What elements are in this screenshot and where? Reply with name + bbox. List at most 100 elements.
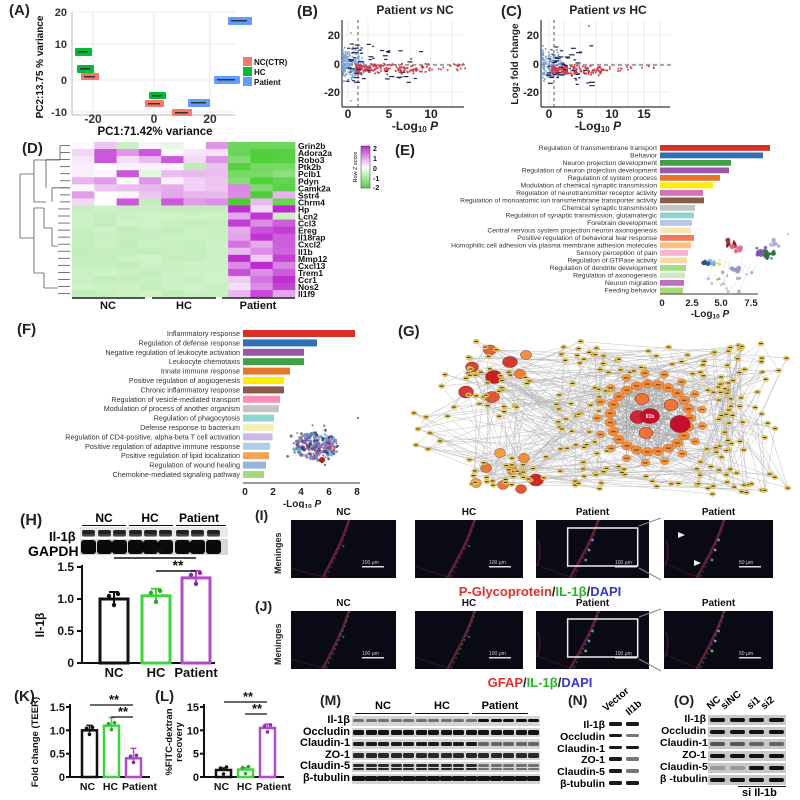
svg-text:**: ** <box>118 704 129 719</box>
svg-text:Regulation of neurotransmitter: Regulation of neurotransmitter receptor … <box>516 190 658 197</box>
svg-text:0: 0 <box>546 107 553 121</box>
svg-text:Chrm4: Chrm4 <box>298 197 325 207</box>
svg-text:10: 10 <box>55 39 67 51</box>
svg-text:2.5: 2.5 <box>685 298 699 309</box>
svg-text:Chemical synaptic transmission: Chemical synaptic transmission <box>562 205 657 212</box>
svg-text:Regulation of CD4-positive, al: Regulation of CD4-positive, alpha-beta T… <box>65 432 240 441</box>
svg-text:2: 2 <box>270 487 276 498</box>
svg-text:5: 5 <box>386 107 393 121</box>
svg-text:Neuron projection development: Neuron projection development <box>563 160 658 167</box>
svg-text:20: 20 <box>527 30 539 42</box>
svg-text:-2: -2 <box>373 185 379 192</box>
svg-text:0: 0 <box>373 166 377 173</box>
svg-text:-Log10 P: -Log10 P <box>575 119 622 135</box>
svg-text:**: ** <box>252 701 263 716</box>
svg-text:Regulation of transmembrane tr: Regulation of transmembrane transport <box>539 145 657 152</box>
svg-text:Regulation of monoatomic ion t: Regulation of monoatomic ion transmembra… <box>460 198 657 205</box>
svg-text:Patient: Patient <box>174 665 218 680</box>
svg-text:0: 0 <box>67 656 74 670</box>
svg-text:Positive regulation of lipid l: Positive regulation of lipid localizatio… <box>121 451 240 460</box>
svg-text:Innate immune response: Innate immune response <box>161 367 240 376</box>
svg-text:Behavior: Behavior <box>630 153 658 160</box>
svg-text:100 µm: 100 µm <box>489 560 506 566</box>
svg-text:Regulation of dendrite develop: Regulation of dendrite development <box>550 265 657 272</box>
svg-text:0: 0 <box>345 107 352 121</box>
svg-text:Il-1β: Il-1β <box>33 613 47 638</box>
svg-text:20: 20 <box>203 112 217 126</box>
svg-text:Ccr1: Ccr1 <box>298 275 317 285</box>
svg-text:Inflammatory response: Inflammatory response <box>167 329 240 338</box>
svg-text:**: ** <box>109 692 120 707</box>
svg-text:Ereg: Ereg <box>298 226 317 236</box>
svg-text:Chemokine-mediated signaling p: Chemokine-mediated signaling pathway <box>113 470 241 479</box>
svg-text:2: 2 <box>373 146 377 153</box>
svg-text:Sensory perception of pain: Sensory perception of pain <box>576 250 657 257</box>
svg-text:Patient: Patient <box>240 300 277 312</box>
svg-text:**: ** <box>153 544 164 560</box>
svg-text:**: ** <box>243 692 254 704</box>
svg-text:15: 15 <box>187 702 199 714</box>
svg-text:100 µm: 100 µm <box>615 560 632 566</box>
svg-text:Regulation of vesicle-mediated: Regulation of vesicle-mediated transport <box>111 395 240 404</box>
svg-text:5.0: 5.0 <box>714 298 727 309</box>
svg-text:0: 0 <box>151 112 158 126</box>
svg-text:**: ** <box>173 557 184 573</box>
svg-text:Regulation of wound healing: Regulation of wound healing <box>149 461 240 470</box>
svg-text:PC2:13.75 % variance: PC2:13.75 % variance <box>35 15 46 118</box>
svg-text:Mmp12: Mmp12 <box>298 254 328 264</box>
svg-text:HC: HC <box>147 665 166 680</box>
svg-text:Patient: Patient <box>256 781 292 793</box>
svg-text:0: 0 <box>659 298 664 309</box>
svg-text:NC(CTR): NC(CTR) <box>254 58 288 67</box>
svg-text:-Log10 P: -Log10 P <box>283 499 322 508</box>
svg-text:Modulation of process of anoth: Modulation of process of another organis… <box>104 404 240 413</box>
svg-text:Modulation of chemical synapti: Modulation of chemical synaptic transmis… <box>521 183 658 190</box>
svg-text:Row Z score: Row Z score <box>353 152 359 183</box>
svg-text:5: 5 <box>193 749 199 761</box>
svg-text:-Log10 P: -Log10 P <box>392 119 439 135</box>
svg-text:7.5: 7.5 <box>744 298 758 309</box>
svg-text:-10: -10 <box>51 107 67 119</box>
svg-text:-1: -1 <box>373 176 379 183</box>
svg-text:Ptk2b: Ptk2b <box>298 162 321 172</box>
svg-text:Ccl3: Ccl3 <box>298 219 316 229</box>
svg-text:Regulation of system process: Regulation of system process <box>568 175 658 182</box>
svg-text:Central nervous system project: Central nervous system projection neuron… <box>487 228 657 235</box>
svg-text:HC: HC <box>237 781 253 793</box>
svg-text:Robo3: Robo3 <box>298 155 325 165</box>
svg-text:Positive regulation of adaptiv: Positive regulation of adaptive immune r… <box>85 442 240 451</box>
svg-text:0: 0 <box>61 75 67 87</box>
svg-text:Defense response to bacterium: Defense response to bacterium <box>140 423 240 432</box>
svg-text:-20: -20 <box>324 87 340 99</box>
svg-text:Feeding behavior: Feeding behavior <box>604 288 657 295</box>
svg-text:Pclb1: Pclb1 <box>298 169 321 179</box>
svg-text:Grin2b: Grin2b <box>298 141 325 151</box>
svg-text:0: 0 <box>334 59 340 71</box>
svg-text:Chronic inflammatory response: Chronic inflammatory response <box>141 385 240 394</box>
svg-text:0.5: 0.5 <box>57 624 74 638</box>
svg-text:Regulation of axonogenesis: Regulation of axonogenesis <box>573 273 657 280</box>
svg-text:1.5: 1.5 <box>50 702 65 714</box>
svg-text:Il1f9: Il1f9 <box>298 289 315 299</box>
svg-text:Patient: Patient <box>122 781 158 793</box>
svg-text:15: 15 <box>637 107 651 121</box>
svg-text:100 µm: 100 µm <box>362 651 379 657</box>
svg-text:NC: NC <box>105 665 124 680</box>
svg-text:Regulation of GTPase activity: Regulation of GTPase activity <box>567 258 657 265</box>
svg-text:NC: NC <box>80 781 96 793</box>
svg-text:-20: -20 <box>84 112 102 126</box>
svg-text:5: 5 <box>577 107 584 121</box>
svg-text:4: 4 <box>298 487 304 498</box>
svg-text:Il1b: Il1b <box>298 247 313 257</box>
svg-text:100 µm: 100 µm <box>489 651 506 657</box>
svg-text:Sstr4: Sstr4 <box>298 190 320 200</box>
svg-text:100 µm: 100 µm <box>615 651 632 657</box>
svg-text:10: 10 <box>187 725 199 737</box>
svg-text:Pdyn: Pdyn <box>298 176 319 186</box>
svg-text:Il1b: Il1b <box>646 414 655 420</box>
svg-text:Patient vs NC: Patient vs NC <box>376 3 454 17</box>
svg-text:NC: NC <box>100 300 116 312</box>
svg-text:50 µm: 50 µm <box>739 560 753 566</box>
svg-text:Leukocyte chemotaxis: Leukocyte chemotaxis <box>169 357 241 366</box>
svg-text:6: 6 <box>326 487 332 498</box>
